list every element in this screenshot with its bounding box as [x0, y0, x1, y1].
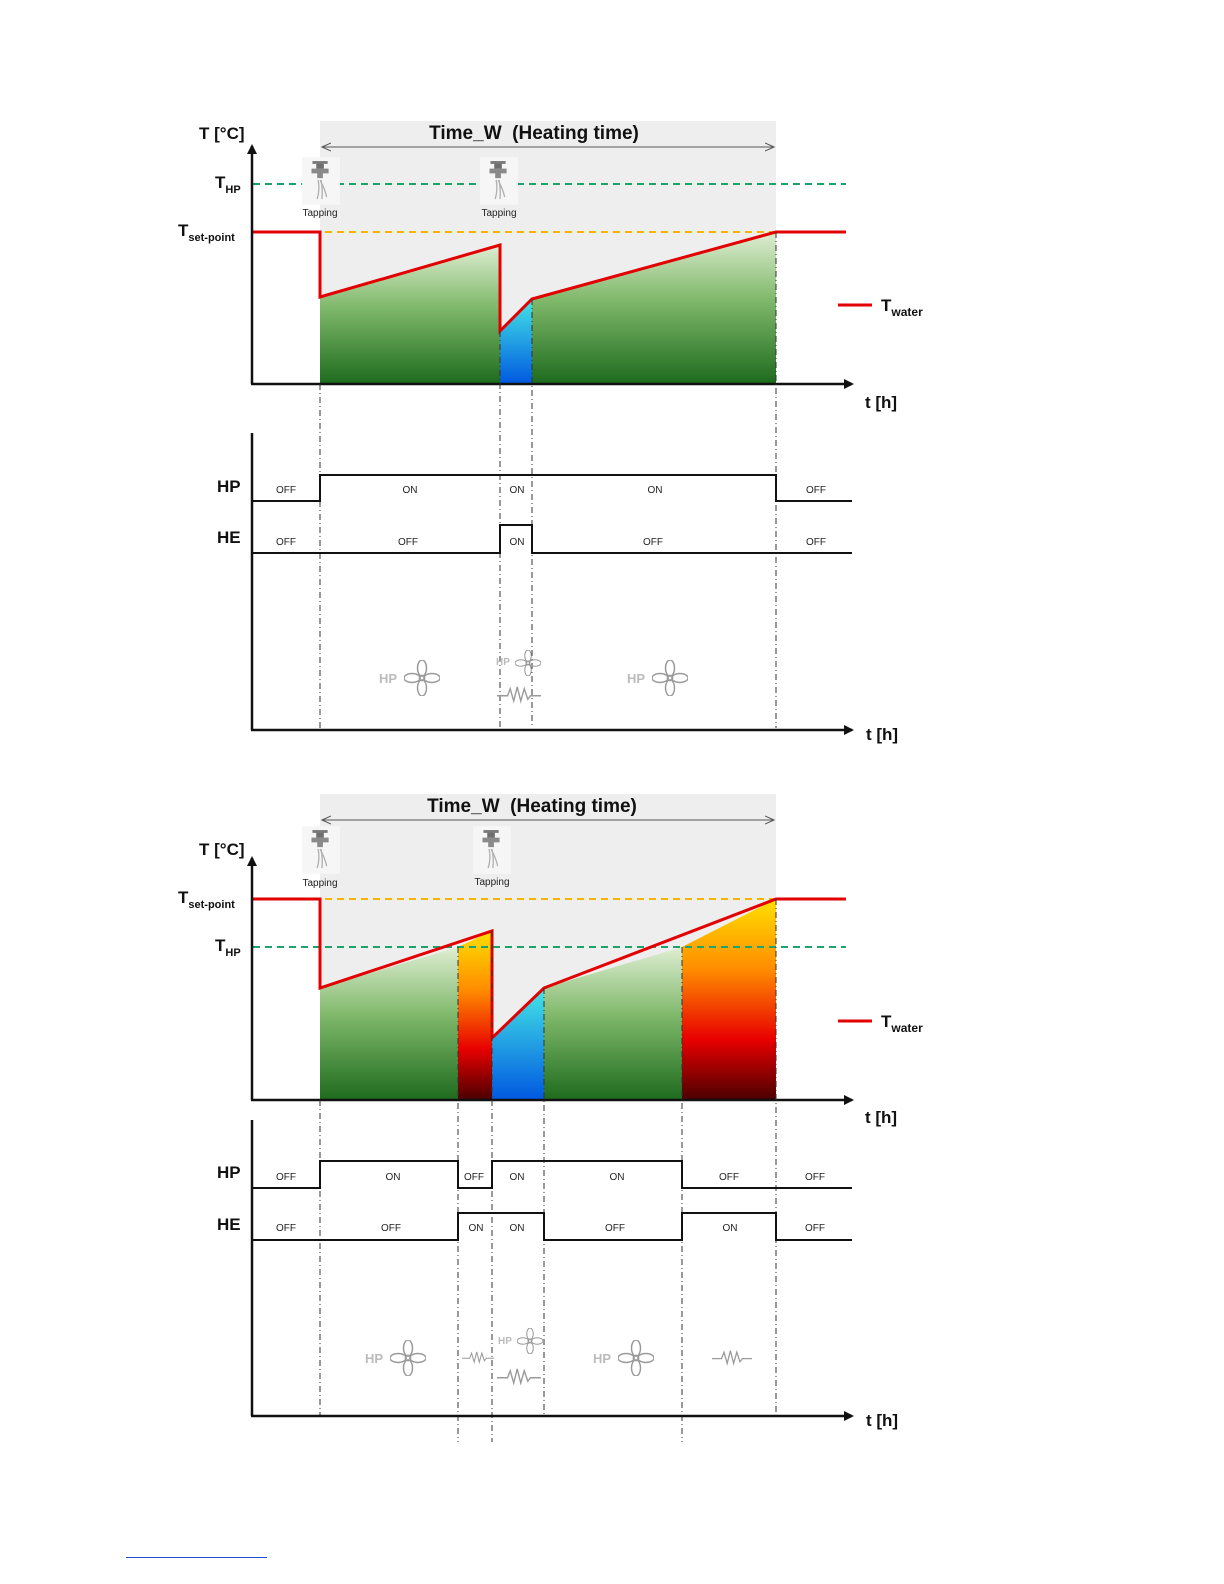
hp-fan-icon: HP: [379, 660, 440, 696]
hp-state: ON: [386, 1172, 401, 1183]
he-heating-fill: [682, 899, 776, 1100]
he-state: ON: [723, 1223, 738, 1234]
hp-state: OFF: [719, 1172, 739, 1183]
hp-row-label: HP: [217, 477, 241, 496]
diagram-2: Time_W (Heating time) Tapping Tapping T …: [178, 794, 923, 1442]
he-state: OFF: [276, 1223, 296, 1234]
temperature-axis-label: T [°C]: [199, 840, 245, 859]
he-state: ON: [510, 537, 525, 548]
hp-state: ON: [510, 485, 525, 496]
phase-boundaries: [319, 899, 777, 1442]
he-state: OFF: [398, 537, 418, 548]
svg-text:HP: HP: [496, 657, 510, 668]
hp-state: OFF: [805, 1172, 825, 1183]
hp-state: ON: [510, 1172, 525, 1183]
tapping-label: Tapping: [474, 877, 509, 888]
he-signal: [252, 524, 852, 554]
time-axis-label: t [h]: [865, 1108, 897, 1127]
hp-signal: [252, 474, 852, 502]
he-state: OFF: [805, 1223, 825, 1234]
tapping-label: Tapping: [481, 208, 516, 219]
he-state: OFF: [643, 537, 663, 548]
he-state: OFF: [276, 537, 296, 548]
temperature-axis-label: T [°C]: [199, 124, 245, 143]
hp-state: OFF: [806, 485, 826, 496]
hp-heating-fill: [320, 947, 458, 1100]
he-row-label: HE: [217, 528, 241, 547]
he-heating-fill: [500, 299, 532, 384]
resistor-icon: [462, 1351, 494, 1363]
tap-icon: [473, 826, 511, 874]
hp-state: ON: [610, 1172, 625, 1183]
hp-signal: [252, 1160, 852, 1189]
he-state: OFF: [806, 537, 826, 548]
hp-state: OFF: [276, 1172, 296, 1183]
hp-state: ON: [648, 485, 663, 496]
svg-text:HP: HP: [627, 671, 645, 686]
time-axis-label: t [h]: [866, 725, 898, 744]
hp-fan-and-resistor-icon: HP: [496, 650, 541, 702]
time-axis-label: t [h]: [866, 1411, 898, 1430]
legend-water-label: Twater: [881, 296, 923, 319]
t-hp-label: THP: [215, 173, 241, 196]
heating-time-label: Time_W (Heating time): [429, 123, 639, 144]
t-setpoint-label: Tset-point: [178, 221, 235, 244]
t-setpoint-label: Tset-point: [178, 888, 235, 911]
he-heating-fill: [458, 931, 492, 1100]
hp-fan-icon: HP: [593, 1340, 654, 1376]
hp-fan-and-resistor-icon: HP: [497, 1328, 543, 1385]
hp-heating-fill: [544, 947, 682, 1100]
svg-text:HP: HP: [379, 671, 397, 686]
water-temperature-line: [253, 230, 846, 335]
tap-icon: [480, 157, 518, 205]
hp-row-label: HP: [217, 1163, 241, 1182]
time-axis-label: t [h]: [865, 393, 897, 412]
he-row-label: HE: [217, 1215, 241, 1234]
svg-text:HP: HP: [593, 1351, 611, 1366]
tap-icon: [302, 157, 340, 205]
diagram-1: Time_W (Heating time) Tapping Tapping T …: [178, 121, 923, 744]
resistor-icon: [712, 1349, 752, 1365]
he-state: OFF: [381, 1223, 401, 1234]
tapping-label: Tapping: [302, 208, 337, 219]
hp-fan-icon: HP: [365, 1340, 426, 1376]
legend-water-label: Twater: [881, 1012, 923, 1035]
heating-time-label: Time_W (Heating time): [427, 796, 637, 817]
svg-text:HP: HP: [498, 1336, 512, 1347]
tap-icon: [302, 826, 340, 874]
he-state: ON: [469, 1223, 484, 1234]
tap-recovery-fill: [492, 988, 544, 1100]
hp-state: OFF: [464, 1172, 484, 1183]
tapping-label: Tapping: [302, 878, 337, 889]
hp-state: ON: [403, 485, 418, 496]
t-hp-label: THP: [215, 936, 241, 959]
hp-heating-fill: [320, 245, 500, 384]
he-state: ON: [510, 1223, 525, 1234]
he-state: OFF: [605, 1223, 625, 1234]
hp-state: OFF: [276, 485, 296, 496]
footnote-separator: [126, 1557, 267, 1558]
he-signal: [252, 1212, 852, 1241]
hp-heating-fill: [532, 232, 776, 384]
svg-text:HP: HP: [365, 1351, 383, 1366]
hp-fan-icon: HP: [627, 660, 688, 696]
